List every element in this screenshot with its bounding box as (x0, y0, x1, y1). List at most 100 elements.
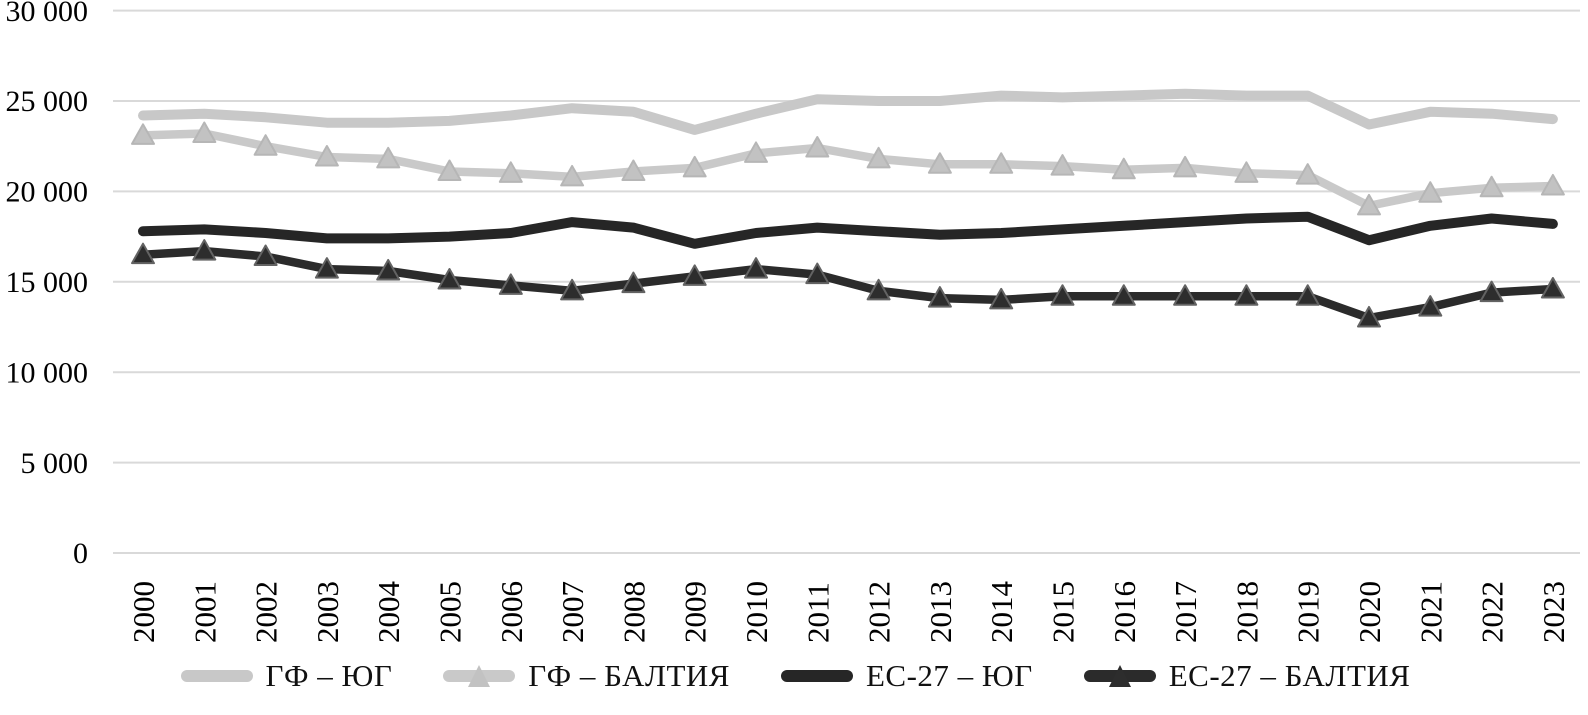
triangle-marker-icon (866, 146, 891, 169)
plot-area: 0 5 000 10 000 15 000 20 000 25 000 30 000 2000… (6, 0, 1580, 644)
triangle-marker-icon (805, 136, 830, 158)
triangle-marker-icon (989, 152, 1014, 174)
series-markers-3 (131, 239, 1565, 328)
triangle-marker-icon (1418, 181, 1443, 203)
x-tick-label: 2000 (126, 581, 161, 643)
legend-line-sample-gf-baltiya (443, 665, 516, 687)
triangle-marker-icon (927, 152, 952, 174)
triangle-marker-icon (253, 134, 278, 156)
triangle-marker-icon (1234, 161, 1259, 183)
triangle-marker-icon (437, 159, 462, 182)
series-1 (131, 121, 1565, 216)
series-markers-1 (131, 121, 1565, 216)
triangle-marker-icon (192, 121, 217, 144)
series-line-1 (138, 129, 1558, 211)
triangle-marker-icon (989, 287, 1014, 310)
triangle-marker-icon (1295, 284, 1320, 306)
y-tick-label: 20 000 (6, 176, 89, 209)
triangle-marker-icon (376, 258, 401, 281)
triangle-marker-icon (1050, 154, 1075, 176)
x-tick-label: 2004 (371, 581, 406, 644)
x-tick-label: 2003 (310, 581, 345, 643)
legend-label-es27-yug: ЕС-27 – ЮГ (865, 658, 1033, 693)
triangle-marker-icon (805, 262, 830, 285)
x-tick-label: 2011 (800, 582, 835, 643)
triangle-marker-icon (560, 164, 585, 187)
triangle-marker-icon (498, 273, 523, 295)
triangle-marker-icon (192, 239, 217, 261)
x-tick-label: 2020 (1352, 581, 1387, 643)
triangle-marker-icon (744, 141, 768, 163)
triangle-marker-icon (314, 257, 339, 279)
triangle-marker-icon (1295, 163, 1320, 185)
legend-label-gf-yug: ГФ – ЮГ (265, 658, 393, 693)
triangle-marker-icon (621, 271, 646, 294)
x-tick-label: 2015 (1046, 581, 1081, 643)
legend-item-es27-yug: ЕС-27 – ЮГ (778, 658, 1033, 694)
legend-triangle-marker-icon (468, 665, 491, 687)
triangle-marker-icon (1479, 280, 1504, 303)
x-tick-label: 2001 (187, 581, 222, 643)
y-tick-label: 30 000 (6, 0, 89, 28)
x-tick-label: 2018 (1229, 581, 1264, 643)
triangle-marker-icon (744, 257, 768, 279)
x-tick-label: 2023 (1536, 581, 1571, 643)
y-tick-label: 0 (73, 537, 88, 570)
legend-label-es27-baltiya: ЕС-27 – БАЛТИЯ (1168, 658, 1411, 693)
triangle-marker-icon (1357, 193, 1381, 216)
triangle-marker-icon (1050, 284, 1075, 306)
x-tick-label: 2006 (494, 581, 529, 643)
x-tick-label: 2017 (1168, 581, 1203, 643)
legend-line-sample-es27-baltiya (1083, 665, 1156, 687)
y-tick-label: 10 000 (6, 356, 89, 389)
legend: ГФ – ЮГ ГФ – БАЛТИЯ ЕС-27 – ЮГ ЕС-27 – Б… (0, 646, 1588, 706)
legend-item-gf-baltiya: ГФ – БАЛТИЯ (440, 658, 730, 694)
x-tick-label: 2016 (1107, 581, 1142, 643)
triangle-marker-icon (1479, 175, 1504, 198)
legend-triangle-marker-icon (1108, 665, 1131, 687)
x-tick-label: 2010 (739, 581, 774, 643)
triangle-marker-icon (1234, 284, 1259, 306)
triangle-marker-icon (1540, 277, 1565, 299)
series-line-0 (138, 88, 1558, 135)
x-tick-label: 2013 (923, 581, 958, 643)
triangle-marker-icon (498, 161, 523, 183)
triangle-marker-icon (560, 278, 585, 301)
x-tick-label: 2009 (678, 581, 713, 643)
legend-item-gf-yug: ГФ – ЮГ (178, 658, 393, 694)
x-tick-label: 2014 (984, 581, 1019, 644)
y-tick-label: 5 000 (21, 447, 89, 480)
triangle-marker-icon (927, 286, 952, 308)
x-tick-label: 2021 (1413, 581, 1448, 643)
x-axis-labels: 2000 2001 2002 2003 2004 2005 2006 2007 2008 2009… (126, 581, 1571, 644)
triangle-marker-icon (131, 123, 155, 145)
triangle-marker-icon (682, 264, 707, 286)
triangle-marker-icon (314, 145, 339, 167)
x-tick-label: 2019 (1291, 581, 1326, 643)
series-line-3 (138, 246, 1558, 323)
triangle-marker-icon (1173, 284, 1198, 306)
x-tick-label: 2005 (433, 581, 468, 643)
x-tick-label: 2008 (616, 581, 651, 643)
series-0 (138, 88, 1558, 135)
triangle-marker-icon (1111, 157, 1136, 180)
x-tick-label: 2012 (862, 581, 897, 643)
triangle-marker-icon (131, 242, 155, 265)
y-tick-label: 25 000 (6, 85, 89, 118)
triangle-marker-icon (621, 159, 646, 182)
series-line-2 (138, 211, 1558, 249)
x-tick-label: 2022 (1475, 581, 1510, 643)
triangle-marker-icon (1173, 155, 1198, 178)
triangle-marker-icon (1357, 305, 1381, 328)
series-2 (138, 211, 1558, 249)
x-tick-label: 2007 (555, 581, 590, 643)
triangle-marker-icon (1540, 173, 1565, 196)
legend-line-sample-gf-yug (180, 670, 253, 682)
triangle-marker-icon (1111, 284, 1136, 306)
triangle-marker-icon (866, 278, 891, 301)
legend-label-gf-baltiya: ГФ – БАЛТИЯ (528, 658, 730, 693)
triangle-marker-icon (682, 155, 707, 178)
legend-item-es27-baltiya: ЕС-27 – БАЛТИЯ (1081, 658, 1411, 694)
triangle-marker-icon (253, 244, 278, 266)
y-axis-labels: 0 5 000 10 000 15 000 20 000 25 000 30 000 (6, 0, 89, 570)
